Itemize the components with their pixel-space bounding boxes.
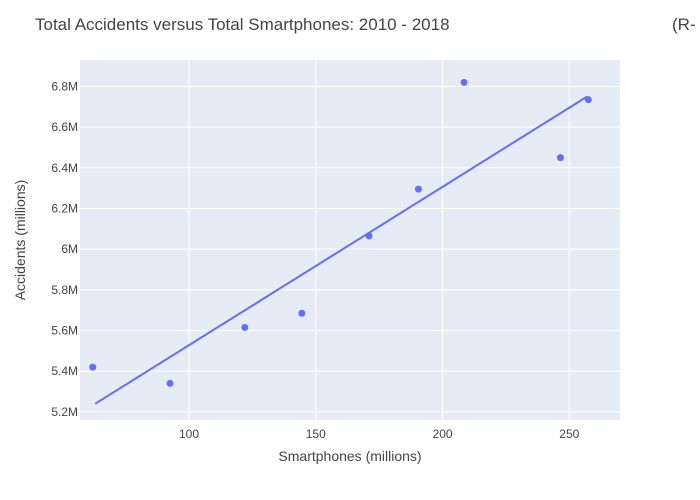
y-tick-label: 6.6M xyxy=(51,120,78,134)
y-tick-label: 6M xyxy=(61,242,78,256)
y-tick-label: 5.6M xyxy=(51,324,78,338)
y-tick-label: 5.2M xyxy=(51,405,78,419)
y-tick-label: 6.4M xyxy=(51,161,78,175)
x-tick-label: 200 xyxy=(433,427,453,441)
x-axis-label: Smartphones (millions) xyxy=(278,448,421,464)
x-axis-ticks: 100 150 200 250 xyxy=(179,427,580,441)
y-axis-ticks: 5.2M 5.4M 5.6M 5.8M 6M 6.2M 6.4M 6.6M 6.8M xyxy=(51,79,78,418)
data-point[interactable] xyxy=(556,154,564,162)
chart-title: Total Accidents versus Total Smartphones… xyxy=(35,15,450,34)
data-point[interactable] xyxy=(241,323,249,331)
series-layer xyxy=(89,78,592,405)
y-tick-label: 5.4M xyxy=(51,364,78,378)
data-point[interactable] xyxy=(89,363,97,371)
y-tick-label: 6.2M xyxy=(51,201,78,215)
gridlines xyxy=(80,60,620,420)
data-point[interactable] xyxy=(414,185,422,193)
x-tick-label: 100 xyxy=(179,427,199,441)
x-tick-label: 150 xyxy=(306,427,326,441)
y-axis-label: Accidents (millions) xyxy=(12,180,28,301)
chart-subtitle: (R- xyxy=(672,15,696,34)
y-tick-label: 5.8M xyxy=(51,283,78,297)
y-tick-label: 6.8M xyxy=(51,79,78,93)
data-point[interactable] xyxy=(298,309,306,317)
data-point[interactable] xyxy=(365,232,373,240)
data-point[interactable] xyxy=(584,96,592,104)
data-point[interactable] xyxy=(460,78,468,86)
trend-line xyxy=(94,95,588,405)
plot-area xyxy=(80,60,620,420)
x-tick-label: 250 xyxy=(559,427,579,441)
data-point[interactable] xyxy=(166,379,174,387)
